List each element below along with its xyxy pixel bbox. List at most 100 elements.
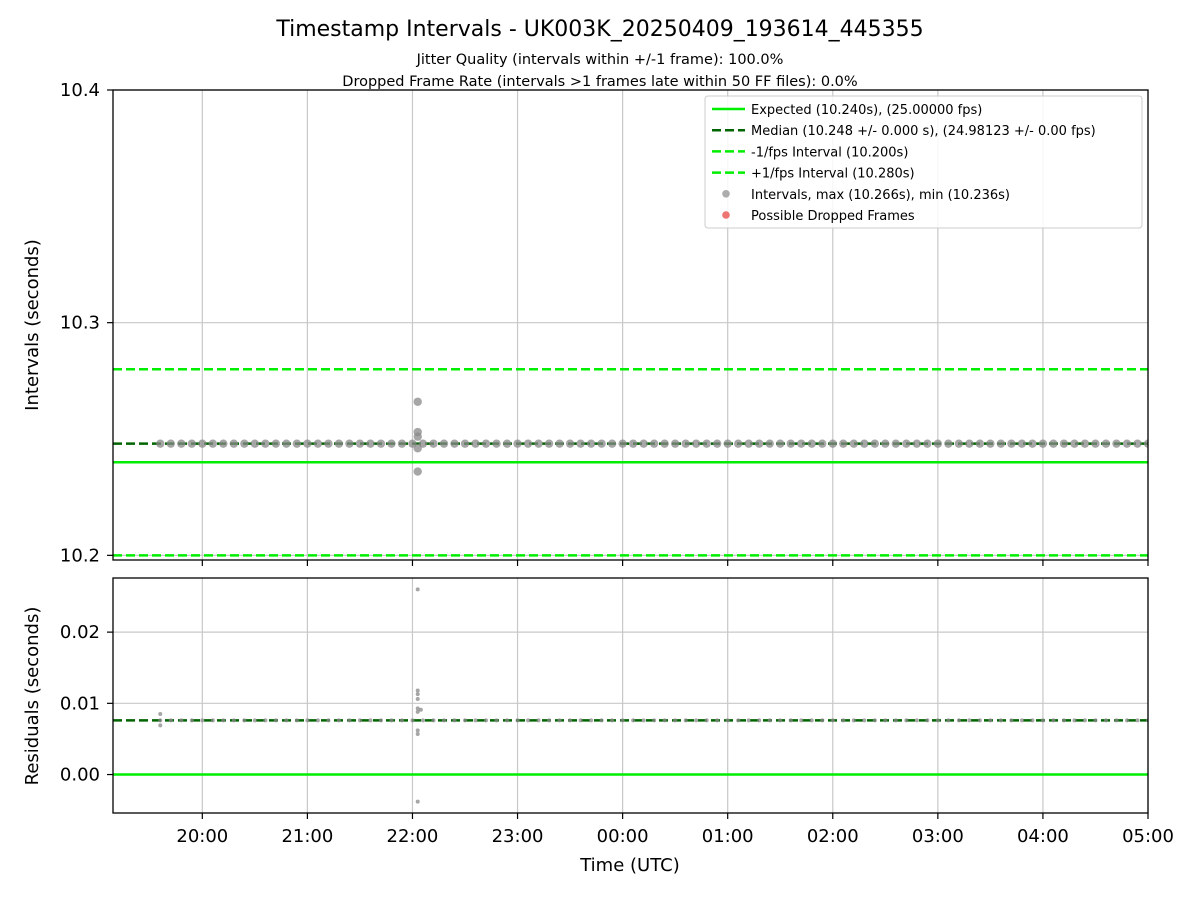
- interval-point: [944, 439, 953, 448]
- interval-point: [484, 718, 489, 723]
- interval-point: [324, 439, 333, 448]
- interval-point: [263, 718, 268, 723]
- interval-point: [526, 718, 531, 723]
- interval-point: [954, 439, 964, 448]
- interval-point: [368, 718, 373, 723]
- interval-point: [1080, 439, 1090, 448]
- interval-point: [670, 439, 680, 448]
- interval-point: [378, 718, 383, 723]
- interval-point: [494, 718, 499, 723]
- chart-subtitle-dropped: Dropped Frame Rate (intervals >1 frames …: [342, 74, 857, 90]
- interval-point: [883, 718, 888, 723]
- interval-outlier-point: [415, 692, 420, 697]
- interval-outlier-point: [413, 444, 422, 453]
- interval-point: [177, 439, 186, 448]
- interval-point: [965, 439, 974, 448]
- interval-point: [1059, 439, 1069, 448]
- interval-point: [547, 718, 552, 723]
- interval-point: [1049, 439, 1058, 448]
- interval-point: [1007, 439, 1016, 448]
- x-tick-label: 23:00: [492, 826, 544, 847]
- x-tick-label: 02:00: [807, 826, 859, 847]
- interval-point: [229, 439, 239, 448]
- interval-point: [441, 718, 446, 723]
- interval-point: [1112, 439, 1121, 448]
- interval-point: [387, 439, 396, 448]
- interval-point: [523, 439, 533, 448]
- interval-point: [502, 439, 512, 448]
- interval-point: [242, 718, 247, 723]
- interval-point: [305, 718, 310, 723]
- interval-outlier-point: [415, 697, 420, 702]
- interval-point: [799, 718, 804, 723]
- interval-point: [702, 439, 711, 448]
- x-axis-label: Time (UTC): [579, 855, 680, 876]
- interval-point: [292, 439, 302, 448]
- legend-label: Possible Dropped Frames: [751, 209, 915, 224]
- interval-point: [778, 718, 783, 723]
- interval-point: [776, 439, 785, 448]
- interval-point: [935, 718, 940, 723]
- legend-label: +1/fps Interval (10.280s): [751, 167, 915, 182]
- x-tick-label: 05:00: [1122, 826, 1174, 847]
- interval-point: [334, 439, 344, 448]
- interval-point: [736, 718, 741, 723]
- legend-box: [704, 95, 1143, 229]
- interval-point: [1082, 718, 1087, 723]
- interval-point: [923, 439, 932, 448]
- interval-point: [221, 718, 226, 723]
- interval-point: [872, 718, 877, 723]
- interval-point: [450, 439, 459, 448]
- interval-point: [1143, 439, 1148, 448]
- interval-point: [1091, 439, 1100, 448]
- interval-point: [862, 718, 867, 723]
- interval-point: [1009, 718, 1014, 723]
- interval-point: [1017, 439, 1027, 448]
- interval-point: [691, 439, 701, 448]
- interval-point: [649, 439, 659, 448]
- interval-point: [544, 439, 554, 448]
- interval-point: [439, 439, 449, 448]
- legend-label: Intervals, max (10.266s), min (10.236s): [751, 188, 1010, 203]
- interval-point: [757, 718, 762, 723]
- interval-point: [893, 718, 898, 723]
- interval-outlier-point: [415, 706, 420, 711]
- y-tick-label: 10.2: [60, 545, 100, 566]
- interval-point: [366, 439, 375, 448]
- interval-point: [956, 718, 961, 723]
- interval-point: [641, 718, 646, 723]
- interval-point: [431, 718, 436, 723]
- interval-point: [189, 718, 194, 723]
- interval-point: [1040, 718, 1045, 723]
- interval-point: [452, 718, 457, 723]
- interval-point: [315, 718, 320, 723]
- interval-point: [715, 718, 720, 723]
- x-tick-label: 20:00: [176, 826, 228, 847]
- interval-outlier-point: [418, 707, 423, 712]
- interval-point: [818, 439, 827, 448]
- interval-point: [345, 439, 354, 448]
- interval-point: [399, 718, 404, 723]
- interval-point: [870, 439, 880, 448]
- interval-point: [505, 718, 510, 723]
- interval-point: [767, 718, 772, 723]
- x-tick-label: 21:00: [281, 826, 333, 847]
- interval-point: [891, 439, 901, 448]
- interval-point: [576, 439, 585, 448]
- y-tick-label: 0.01: [60, 693, 100, 714]
- interval-point: [1124, 718, 1129, 723]
- interval-point: [347, 718, 352, 723]
- interval-point: [914, 718, 919, 723]
- interval-point: [998, 718, 1003, 723]
- interval-point: [515, 718, 520, 723]
- interval-point: [586, 439, 596, 448]
- interval-point: [723, 439, 732, 448]
- interval-point: [744, 439, 753, 448]
- interval-point: [481, 439, 491, 448]
- interval-point: [820, 718, 825, 723]
- interval-point: [1019, 718, 1024, 723]
- interval-point: [841, 718, 846, 723]
- interval-point: [460, 439, 470, 448]
- interval-point: [755, 439, 764, 448]
- interval-point: [240, 439, 249, 448]
